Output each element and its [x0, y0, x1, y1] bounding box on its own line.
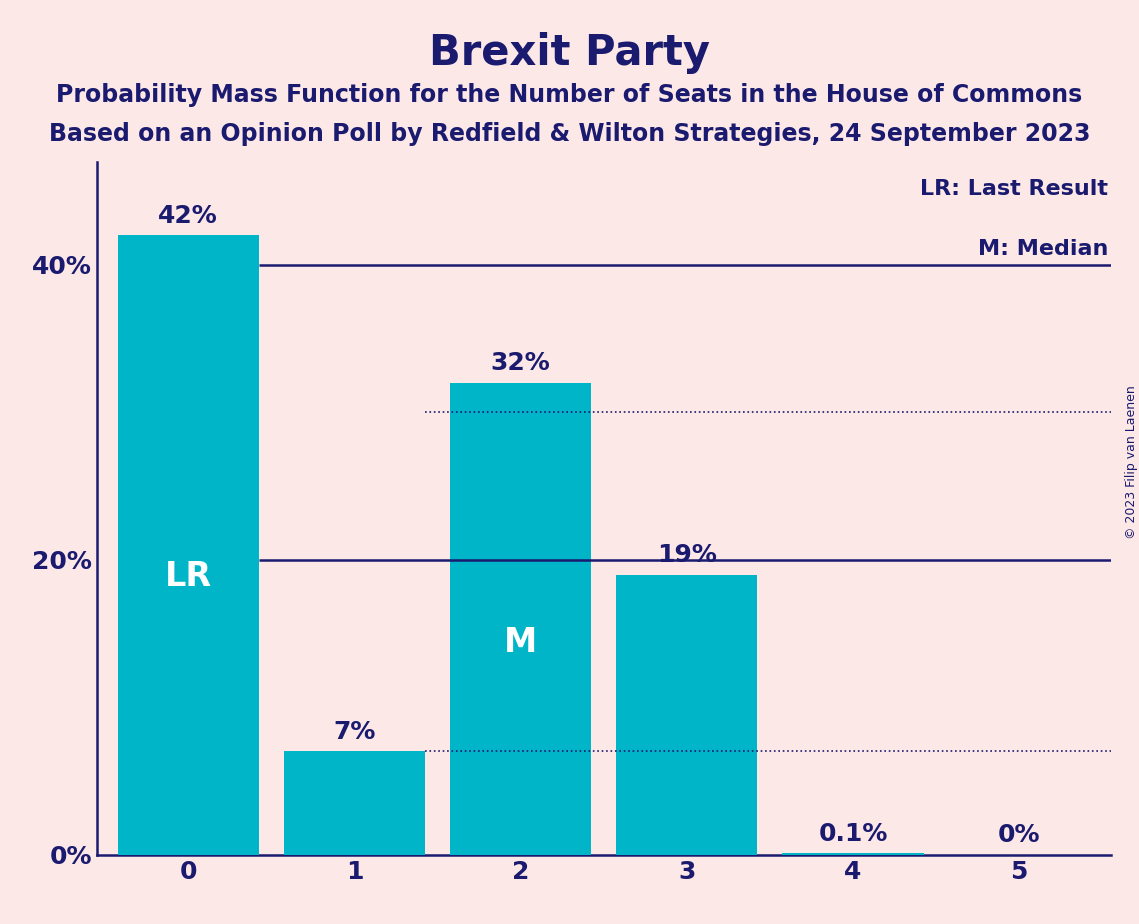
- Text: 32%: 32%: [491, 351, 550, 375]
- Bar: [450, 383, 591, 855]
- Text: Probability Mass Function for the Number of Seats in the House of Commons: Probability Mass Function for the Number…: [56, 83, 1083, 107]
- Text: 7%: 7%: [334, 720, 376, 744]
- Text: © 2023 Filip van Laenen: © 2023 Filip van Laenen: [1124, 385, 1138, 539]
- Bar: [616, 575, 757, 855]
- Text: 19%: 19%: [657, 543, 716, 567]
- Text: LR: Last Result: LR: Last Result: [920, 179, 1108, 199]
- Text: M: M: [503, 626, 538, 659]
- Text: 42%: 42%: [158, 204, 218, 228]
- Bar: [284, 751, 425, 855]
- Text: LR: LR: [165, 560, 212, 592]
- Text: Brexit Party: Brexit Party: [429, 32, 710, 74]
- Text: 0%: 0%: [998, 823, 1040, 847]
- Bar: [782, 853, 924, 855]
- Text: M: Median: M: Median: [978, 239, 1108, 260]
- Text: 0.1%: 0.1%: [818, 821, 887, 845]
- Bar: [117, 236, 259, 855]
- Text: Based on an Opinion Poll by Redfield & Wilton Strategies, 24 September 2023: Based on an Opinion Poll by Redfield & W…: [49, 122, 1090, 146]
